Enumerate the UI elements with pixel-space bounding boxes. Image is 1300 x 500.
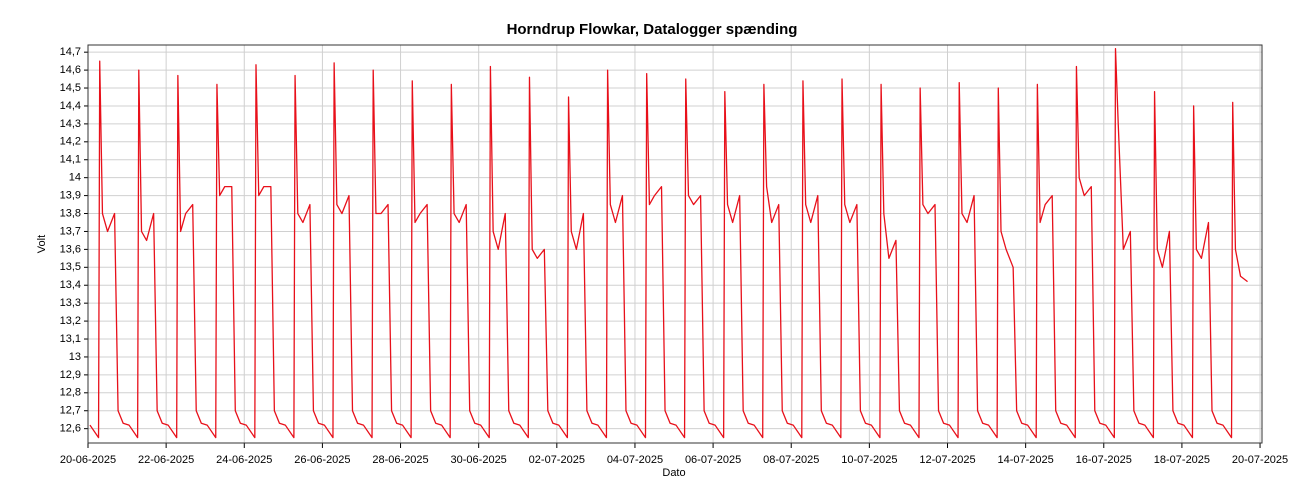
x-tick-label: 22-06-2025 <box>138 454 194 466</box>
y-tick-label: 13,5 <box>60 261 81 273</box>
y-tick-label: 13,6 <box>60 243 81 255</box>
x-tick-label: 20-06-2025 <box>60 454 116 466</box>
data-line <box>89 47 1248 439</box>
y-tick-label: 13,3 <box>60 297 81 309</box>
x-tick-label: 04-07-2025 <box>607 454 663 466</box>
y-tick-label: 14,7 <box>60 46 81 58</box>
x-tick-label: 28-06-2025 <box>372 454 428 466</box>
chart-title: Horndrup Flowkar, Datalogger spænding <box>507 21 798 38</box>
y-tick-label: 14,1 <box>60 154 81 166</box>
x-tick-label: 10-07-2025 <box>841 454 897 466</box>
y-tick-label: 12,6 <box>60 423 81 435</box>
x-tick-label: 12-07-2025 <box>919 454 975 466</box>
x-tick-label: 26-06-2025 <box>294 454 350 466</box>
x-tick-label: 20-07-2025 <box>1232 454 1288 466</box>
x-tick-label: 14-07-2025 <box>997 454 1053 466</box>
y-tick-label: 12,9 <box>60 369 81 381</box>
x-axis-label: Dato <box>662 467 685 479</box>
x-tick-label: 18-07-2025 <box>1154 454 1210 466</box>
x-tick-label: 30-06-2025 <box>451 454 507 466</box>
y-tick-label: 13,1 <box>60 333 81 345</box>
y-tick-label: 14,3 <box>60 118 81 130</box>
x-tick-label: 06-07-2025 <box>685 454 741 466</box>
y-tick-label: 13 <box>69 351 81 363</box>
x-tick-label: 16-07-2025 <box>1076 454 1132 466</box>
y-tick-label: 13,8 <box>60 207 81 219</box>
plot-frame <box>87 44 1263 444</box>
y-tick-label: 13,7 <box>60 225 81 237</box>
y-tick-label: 14,6 <box>60 64 81 76</box>
y-tick-label: 13,4 <box>60 279 81 291</box>
y-tick-label: 13,2 <box>60 315 81 327</box>
y-tick-label: 12,7 <box>60 405 81 417</box>
y-tick-label: 12,8 <box>60 387 81 399</box>
y-tick-label: 14,2 <box>60 136 81 148</box>
x-tick-label: 08-07-2025 <box>763 454 819 466</box>
x-tick-label: 24-06-2025 <box>216 454 272 466</box>
x-tick-label: 02-07-2025 <box>529 454 585 466</box>
y-axis-label: Volt <box>36 235 48 253</box>
y-tick-label: 13,9 <box>60 190 81 202</box>
y-tick-label: 14,4 <box>60 100 81 112</box>
y-tick-label: 14,5 <box>60 82 81 94</box>
y-tick-label: 14 <box>69 172 81 184</box>
